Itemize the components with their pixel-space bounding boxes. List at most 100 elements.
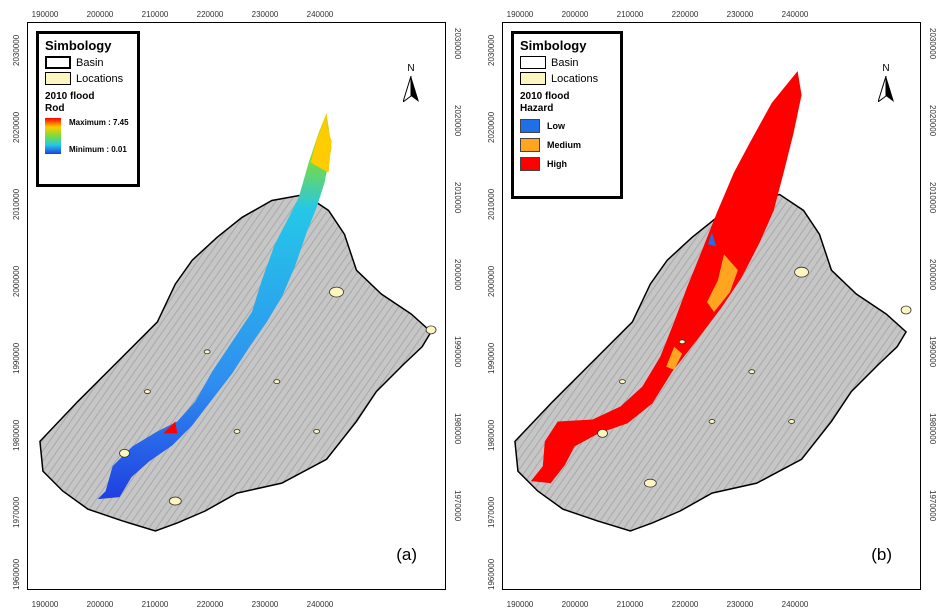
legend-row-basin: Basin	[45, 56, 131, 69]
north-label: N	[882, 63, 890, 74]
legend: Simbology Basin Locations 2010 flood Haz…	[511, 31, 623, 199]
locations-swatch	[45, 72, 71, 85]
y-tick-label: 1980000	[928, 413, 937, 445]
y-tick-label: 2020000	[12, 111, 21, 143]
hazard-class-medium: Medium	[520, 138, 614, 152]
x-tick-label: 220000	[671, 10, 699, 19]
layer-field: Hazard	[520, 103, 554, 114]
x-tick-label: 210000	[141, 10, 169, 19]
x-tick-label: 210000	[616, 10, 644, 19]
y-tick-label: 1990000	[928, 336, 937, 368]
locations-swatch	[520, 72, 546, 85]
hazard-low-swatch	[520, 119, 540, 133]
flood-hazard-high	[530, 71, 802, 484]
flood-depth-extent	[97, 112, 332, 500]
map-panel-b: 190000 200000 210000 220000 230000 24000…	[475, 0, 950, 616]
hazard-class-high: High	[520, 157, 614, 171]
panel-label: (a)	[396, 545, 417, 564]
hazard-high-swatch	[520, 157, 540, 171]
y-tick-label: 1980000	[453, 413, 462, 445]
layer-title: 2010 flood	[45, 91, 95, 102]
x-tick-label: 190000	[506, 10, 534, 19]
y-tick-label: 1990000	[453, 336, 462, 368]
location-polygons	[597, 266, 912, 488]
y-tick-label: 1970000	[453, 490, 462, 522]
layer-title: 2010 flood	[520, 91, 570, 102]
flood-hazard-low	[708, 232, 716, 247]
y-tick-label: 1980000	[12, 419, 21, 451]
basin-swatch	[45, 56, 71, 69]
north-arrow: N	[399, 63, 423, 102]
map-panel-a: 190000 200000 210000 220000 230000 24000…	[12, 10, 462, 609]
legend-title: Simbology	[520, 38, 587, 53]
x-tick-label: 240000	[306, 600, 334, 609]
hazard-high-label: High	[547, 159, 567, 169]
depth-color-ramp	[45, 118, 61, 154]
y-tick-label: 2030000	[12, 34, 21, 66]
legend-row-basin: Basin	[520, 56, 614, 69]
y-tick-label: 1970000	[928, 490, 937, 522]
y-tick-label: 2030000	[453, 28, 462, 60]
north-arrow-icon	[403, 76, 419, 102]
x-tick-label: 210000	[616, 600, 644, 609]
hazard-low-label: Low	[547, 121, 565, 131]
x-tick-label: 240000	[306, 10, 334, 19]
flood-hazard-medium	[666, 254, 738, 370]
y-tick-label: 1960000	[12, 558, 21, 590]
x-tick-label: 210000	[141, 600, 169, 609]
x-tick-label: 220000	[196, 600, 224, 609]
y-tick-label: 1970000	[12, 496, 21, 528]
flood-depth-hotspot	[310, 120, 332, 173]
x-tick-label: 190000	[31, 600, 59, 609]
ramp-min-label: Minimum : 0.01	[69, 145, 127, 154]
hazard-medium-label: Medium	[547, 140, 582, 150]
legend-row-locations: Locations	[45, 72, 131, 85]
y-tick-label: 2000000	[12, 265, 21, 297]
y-tick-label: 2000000	[487, 265, 496, 297]
x-tick-label: 230000	[726, 600, 754, 609]
locations-label: Locations	[551, 72, 599, 85]
layer-field: Rod	[45, 103, 65, 114]
legend-row-locations: Locations	[520, 72, 614, 85]
y-tick-label: 2020000	[453, 105, 462, 137]
x-tick-label: 190000	[506, 600, 534, 609]
map-canvas	[514, 71, 912, 532]
depth-ramp-legend: Maximum : 7.45 Minimum : 0.01	[45, 118, 131, 154]
panel-label: (b)	[871, 545, 892, 564]
legend: Simbology Basin Locations 2010 flood Rod…	[36, 31, 140, 187]
map-canvas	[39, 112, 437, 532]
hazard-class-low: Low	[520, 119, 614, 133]
hazard-medium-swatch	[520, 138, 540, 152]
locations-label: Locations	[76, 72, 124, 85]
legend-title: Simbology	[45, 38, 112, 53]
basin-swatch	[520, 56, 546, 69]
y-tick-label: 2010000	[453, 182, 462, 214]
y-tick-label: 1980000	[487, 419, 496, 451]
basin-polygon	[514, 193, 908, 532]
x-tick-label: 200000	[561, 600, 589, 609]
y-tick-label: 2020000	[928, 105, 937, 137]
y-tick-label: 1970000	[487, 496, 496, 528]
y-tick-label: 2030000	[928, 28, 937, 60]
x-tick-label: 240000	[781, 600, 809, 609]
north-label: N	[407, 63, 415, 74]
y-tick-label: 2010000	[487, 188, 496, 220]
y-tick-label: 1960000	[487, 558, 496, 590]
north-arrow-icon	[878, 76, 894, 102]
x-tick-label: 220000	[671, 600, 699, 609]
x-tick-label: 190000	[31, 10, 59, 19]
y-tick-label: 1990000	[487, 342, 496, 374]
x-tick-label: 200000	[561, 10, 589, 19]
x-tick-label: 200000	[86, 10, 114, 19]
y-tick-label: 2020000	[487, 111, 496, 143]
y-tick-label: 2010000	[928, 182, 937, 214]
ramp-max-label: Maximum : 7.45	[69, 118, 129, 127]
y-tick-label: 2010000	[12, 188, 21, 220]
flood-depth-peak	[163, 421, 178, 434]
x-tick-label: 220000	[196, 10, 224, 19]
y-tick-label: 1990000	[12, 342, 21, 374]
basin-label: Basin	[76, 56, 104, 69]
location-polygons	[119, 286, 437, 506]
y-tick-label: 2030000	[487, 34, 496, 66]
y-tick-label: 2000000	[453, 259, 462, 291]
